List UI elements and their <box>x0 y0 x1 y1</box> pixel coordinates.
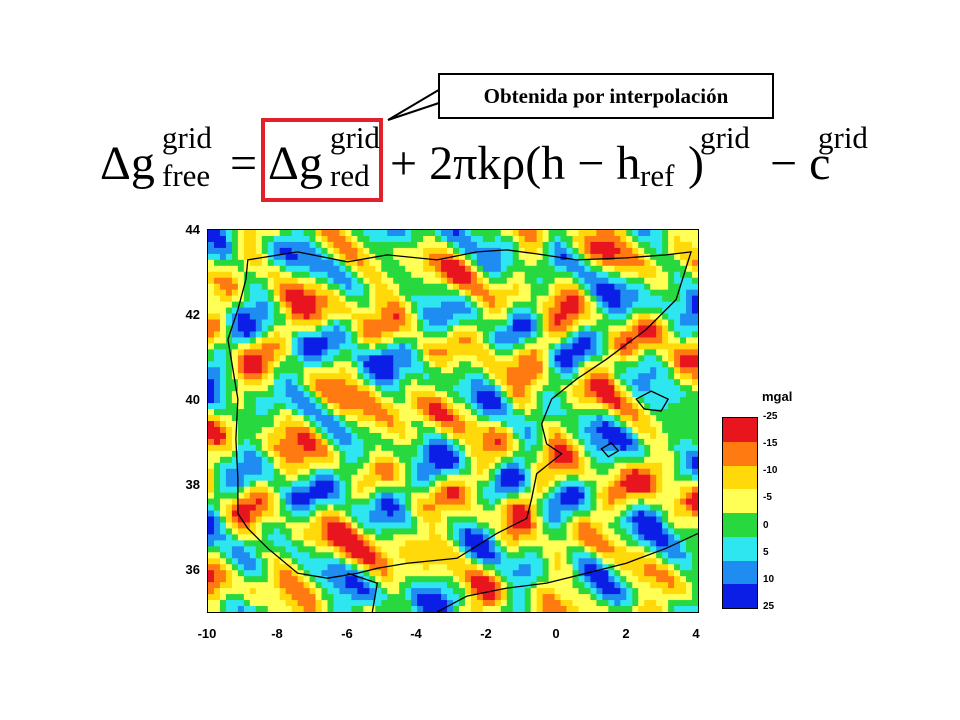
y-tick-label: 36 <box>185 562 200 577</box>
interpolation-callout: Obtenida por interpolación <box>438 73 774 119</box>
gravity-formula: Δg grid free = Δg grid red + 2πkρ(h − h … <box>100 118 890 210</box>
x-tick-label: -6 <box>341 626 353 641</box>
formula-lhs-sub: free <box>162 158 211 193</box>
legend-label: 5 <box>763 547 769 558</box>
x-tick-label: 0 <box>552 626 560 641</box>
x-tick-label: -10 <box>197 626 217 641</box>
x-tick-label: -4 <box>410 626 422 641</box>
y-tick-label: 42 <box>185 307 200 322</box>
legend-title: mgal <box>762 389 793 404</box>
y-tick-label: 38 <box>185 477 200 492</box>
formula-paren-close: ) <box>688 137 704 190</box>
x-tick-label: -2 <box>480 626 492 641</box>
x-tick-label: 4 <box>692 626 700 641</box>
legend-color-segment <box>723 418 757 442</box>
iberia-coastline <box>227 249 692 579</box>
x-tick-label: 2 <box>622 626 630 641</box>
formula-minus-c: − c <box>770 137 831 190</box>
formula-red-sub: red <box>330 158 370 193</box>
formula-equals: = <box>230 137 258 190</box>
formula-paren-sup: grid <box>700 120 750 155</box>
balearic-island <box>635 390 670 412</box>
callout-text: Obtenida por interpolación <box>483 83 729 108</box>
formula-plus-term: + 2πkρ(h − h <box>390 137 641 190</box>
legend-label: -5 <box>763 492 772 503</box>
y-tick-label: 44 <box>185 222 200 237</box>
y-tick-label: 40 <box>185 392 200 407</box>
legend-color-segment <box>723 465 757 490</box>
reduced-anomaly-highlight <box>261 118 383 202</box>
legend-label: -25 <box>763 411 778 422</box>
formula-lhs-base: Δg <box>100 137 155 190</box>
africa-coastline <box>436 532 698 612</box>
formula-lhs-sup: grid <box>162 120 212 155</box>
formula-href-sub: ref <box>640 158 675 193</box>
legend-label: 0 <box>763 520 769 531</box>
formula-red-base: Δg <box>268 137 323 190</box>
color-scale-bar <box>722 417 758 609</box>
anomaly-field <box>208 230 698 612</box>
legend-color-segment <box>723 536 757 561</box>
legend-color-segment <box>723 513 757 537</box>
gibraltar-coast <box>347 572 379 612</box>
formula-red-sup: grid <box>330 120 380 155</box>
legend-label: 25 <box>763 601 775 612</box>
legend-label: -15 <box>763 438 778 449</box>
legend-color-segment <box>723 584 757 608</box>
legend-label: 10 <box>763 574 775 585</box>
legend-color-segment <box>723 560 757 585</box>
formula-c-sup: grid <box>818 120 868 155</box>
legend-label: -10 <box>763 465 778 476</box>
gravity-anomaly-map <box>207 229 699 613</box>
legend-color-segment <box>723 441 757 466</box>
x-tick-label: -8 <box>271 626 283 641</box>
legend-color-segment <box>723 489 757 513</box>
balearic-island-small <box>600 442 620 458</box>
